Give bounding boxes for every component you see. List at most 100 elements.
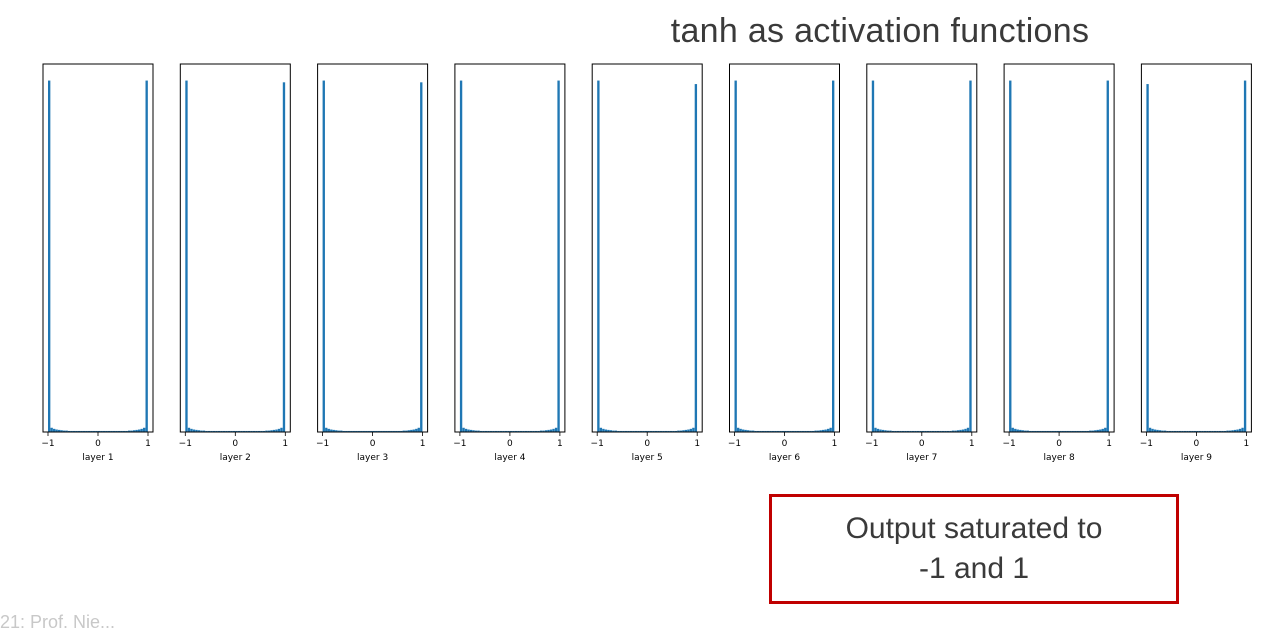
histogram-bar	[1039, 430, 1042, 432]
histogram-bar	[926, 430, 930, 432]
histogram-bar	[1106, 80, 1109, 432]
histogram-bar	[215, 430, 218, 432]
panel-label: layer 7	[906, 453, 937, 463]
histogram-bar	[1198, 430, 1202, 432]
histogram-bar	[412, 429, 415, 432]
histogram-bar	[280, 427, 283, 432]
histogram-bar	[906, 430, 910, 432]
histogram-bar	[522, 430, 525, 432]
histogram-bar	[949, 430, 952, 432]
histogram-bar	[492, 430, 495, 432]
histogram-bar	[462, 427, 465, 432]
histogram-bar	[375, 430, 378, 432]
histogram-bar	[677, 430, 680, 432]
histogram-bar	[205, 430, 208, 432]
histogram-bar	[1233, 429, 1237, 432]
histogram-bar	[242, 430, 246, 432]
histogram-bar	[85, 430, 88, 432]
histogram-bar	[909, 430, 912, 432]
histogram-bar	[50, 427, 53, 432]
histogram-bar	[397, 430, 400, 432]
histogram-bar	[65, 430, 68, 432]
histogram-bar	[1044, 430, 1047, 432]
histogram-bar	[679, 430, 683, 432]
histogram-bar	[944, 430, 947, 432]
histogram-bar	[482, 430, 485, 432]
histogram-bar	[464, 428, 468, 432]
histogram-bar	[1241, 427, 1244, 432]
histogram-bar	[752, 430, 755, 432]
histogram-bar	[335, 430, 338, 432]
histogram-bar	[782, 430, 785, 432]
histogram-bar	[138, 429, 141, 432]
histogram-bar	[494, 430, 498, 432]
histogram-bar	[527, 430, 530, 432]
histogram-bar	[260, 430, 263, 432]
histogram-bar	[599, 427, 603, 432]
histogram-bar	[1099, 429, 1102, 432]
histogram-bar	[355, 430, 358, 432]
histogram-bar	[1071, 430, 1074, 432]
histogram-panel: −1 0 1 layer 9	[1140, 63, 1252, 463]
x-tick-label: −1	[728, 439, 741, 449]
histogram-bar	[367, 430, 370, 432]
x-tick-label: −1	[453, 439, 466, 449]
histogram-bar	[459, 80, 463, 432]
histogram-bar	[654, 430, 658, 432]
x-tick-label: 1	[557, 439, 563, 449]
histogram-bar	[227, 430, 231, 432]
histogram-bar	[1213, 430, 1217, 432]
histogram-bar	[749, 430, 752, 432]
histogram-bar	[896, 430, 900, 432]
histogram-bar	[277, 428, 281, 432]
histogram-bar	[1041, 430, 1044, 432]
histogram-bar	[1208, 430, 1212, 432]
histogram-bar	[1153, 429, 1157, 432]
histogram-bar	[1091, 430, 1094, 432]
histogram-bar	[959, 429, 962, 432]
x-tick-label: −1	[41, 439, 54, 449]
histogram-bar	[235, 430, 238, 432]
histogram-bar	[327, 428, 330, 432]
histogram-bar	[819, 430, 822, 432]
histogram-bar	[143, 427, 146, 432]
histogram-bar	[1094, 430, 1097, 432]
callout-line-2: -1 and 1	[918, 552, 1030, 585]
histogram-bar	[282, 82, 286, 432]
histogram-bar	[1036, 430, 1039, 432]
histogram-bar	[617, 430, 620, 432]
panel-label: layer 8	[1044, 453, 1075, 463]
histogram-bar	[936, 430, 940, 432]
histogram-bar	[1221, 430, 1224, 432]
histogram-bar	[382, 430, 385, 432]
histogram-bar	[1014, 428, 1017, 432]
histogram-bar	[1086, 430, 1089, 432]
histogram-bar	[687, 429, 690, 432]
histogram-bar	[202, 430, 206, 432]
histogram-bar	[1158, 430, 1162, 432]
histogram-bar	[1183, 430, 1187, 432]
panel-frame	[317, 63, 429, 433]
histogram-bar	[1104, 427, 1107, 432]
histogram-bar	[360, 430, 363, 432]
histogram-bar	[532, 430, 535, 432]
histogram-bar	[1176, 430, 1179, 432]
histogram-bar	[332, 429, 335, 432]
histogram-panel: −1 0 1 layer 3	[316, 63, 429, 463]
histogram-bar	[1238, 428, 1242, 432]
histogram-bar	[1146, 84, 1149, 432]
panel-label: layer 9	[1181, 453, 1212, 463]
histogram-bar	[1081, 430, 1084, 432]
histogram-bar	[390, 430, 393, 432]
histogram-bar	[345, 430, 348, 432]
histogram-bar	[886, 430, 890, 432]
histogram-bar	[1196, 430, 1199, 432]
histogram-bar	[1074, 430, 1077, 432]
histogram-bar	[694, 84, 698, 432]
histogram-bar	[267, 430, 271, 432]
panel-frame	[1003, 63, 1115, 433]
histogram-bar	[330, 429, 333, 432]
histogram-bar	[210, 430, 213, 432]
panel-label: layer 2	[220, 453, 251, 463]
histogram-bar	[1054, 430, 1057, 432]
